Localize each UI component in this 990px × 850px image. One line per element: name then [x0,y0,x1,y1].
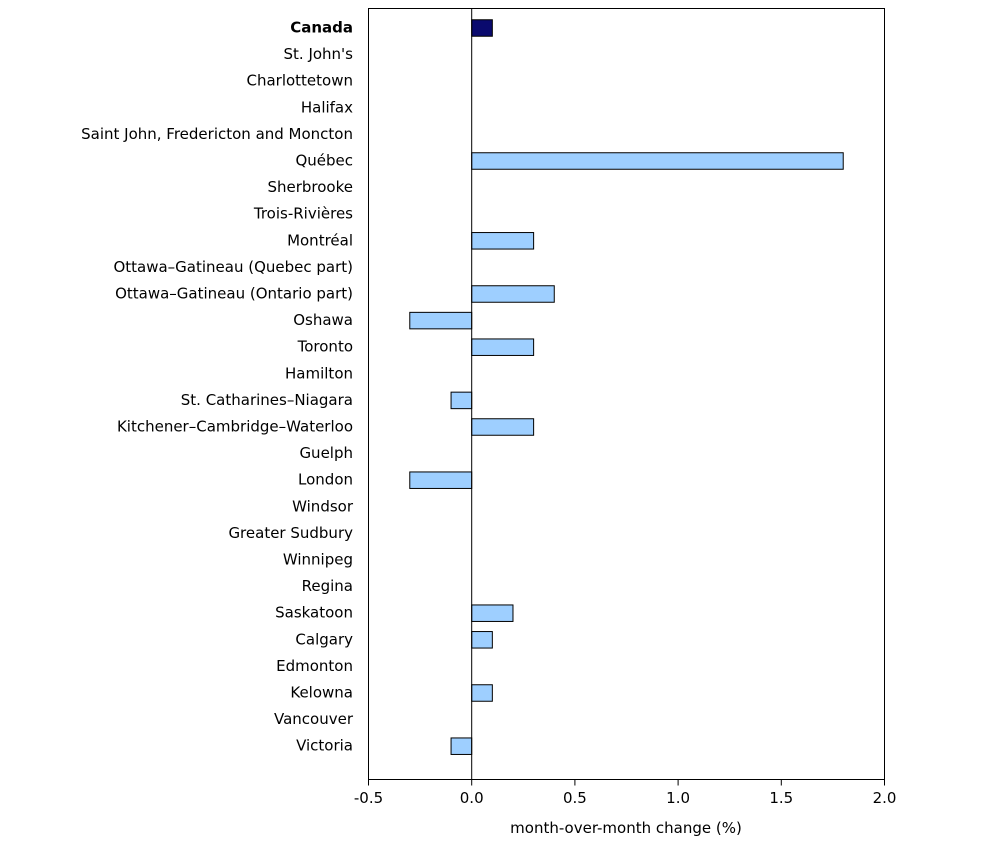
category-label: St. John's [284,45,354,63]
x-axis-ticks: -0.5 0.0 0.5 1.0 1.5 2.0 [354,779,897,807]
category-label: Québec [295,152,353,170]
category-label: Charlottetown [246,72,353,90]
bar [471,338,535,356]
category-label: Kelowna [290,684,353,702]
category-label: Trois-Rivières [253,205,353,223]
bar [471,19,493,37]
x-tick-label: -0.5 [354,789,383,807]
category-label: Calgary [295,630,353,648]
category-label: Guelph [299,444,353,462]
category-labels: Canada St. John's Charlottetown Halifax Sain… [81,19,354,755]
bar [471,285,555,303]
bar [471,604,514,622]
category-label: Halifax [301,98,353,116]
category-label: Saskatoon [275,604,353,622]
category-label: Oshawa [293,311,353,329]
category-label: Vancouver [274,710,354,728]
category-label: Ottawa–Gatineau (Quebec part) [113,258,353,276]
category-label: Edmonton [276,657,353,675]
x-axis-title: month-over-month change (%) [510,819,742,837]
category-label: Toronto [297,338,353,356]
category-label: Saint John, Fredericton and Moncton [81,125,353,143]
bar [471,631,493,649]
x-tick-label: 1.5 [769,789,793,807]
bar [471,684,493,702]
category-label: Regina [302,577,353,595]
category-label: Canada [290,19,353,37]
category-label: Sherbrooke [267,178,353,196]
category-label: Montréal [287,231,353,249]
bar [471,152,844,170]
category-label: Hamilton [285,364,353,382]
bar [409,311,473,330]
category-label: Victoria [296,737,353,755]
x-tick-label: 2.0 [873,789,897,807]
bar [450,737,473,755]
bars-layer [409,19,844,755]
x-tick-label: 0.0 [460,789,484,807]
category-label: London [298,471,353,489]
bar [450,391,473,410]
x-tick-label: 0.5 [563,789,587,807]
category-label: St. Catharines–Niagara [181,391,353,409]
category-label: Ottawa–Gatineau (Ontario part) [115,285,353,303]
category-label: Winnipeg [283,551,353,569]
plot-frame [368,8,885,780]
bar [471,232,535,250]
category-label: Windsor [292,497,354,515]
x-tick-label: 1.0 [666,789,690,807]
category-label: Kitchener–Cambridge–Waterloo [117,418,353,436]
bar [409,471,473,489]
category-label: Greater Sudbury [228,524,353,542]
bar [471,418,535,436]
